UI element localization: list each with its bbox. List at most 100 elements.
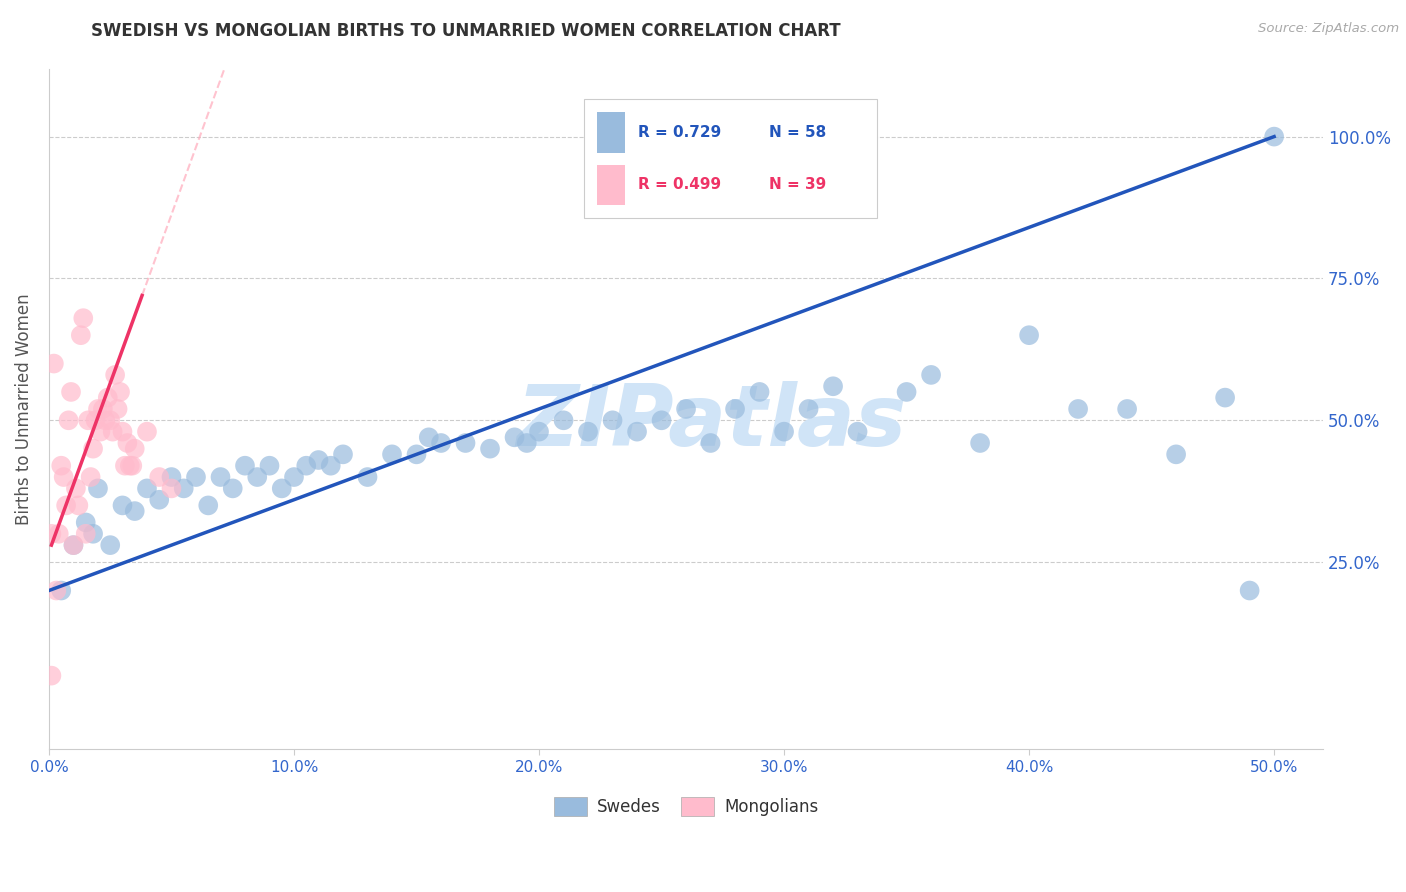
Point: [576, 425, 599, 439]
Point: [72, 311, 94, 326]
Point: [1067, 401, 1090, 416]
Text: R = 0.499: R = 0.499: [638, 178, 721, 193]
Point: [124, 504, 146, 518]
Point: [42, 357, 65, 371]
Point: [920, 368, 942, 382]
Point: [60, 384, 83, 399]
Point: [51, 583, 73, 598]
Point: [846, 425, 869, 439]
Point: [503, 430, 526, 444]
Point: [121, 458, 143, 473]
Point: [553, 413, 575, 427]
Point: [969, 436, 991, 450]
Point: [332, 447, 354, 461]
Text: Source: ZipAtlas.com: Source: ZipAtlas.com: [1258, 22, 1399, 36]
Point: [67, 499, 90, 513]
Point: [699, 436, 721, 450]
Point: [87, 482, 110, 496]
Y-axis label: Births to Unmarried Women: Births to Unmarried Women: [15, 293, 32, 524]
Point: [136, 482, 159, 496]
Point: [418, 430, 440, 444]
Point: [626, 425, 648, 439]
Point: [84, 413, 107, 427]
Point: [108, 384, 131, 399]
Point: [405, 447, 427, 461]
Point: [197, 499, 219, 513]
Point: [45, 583, 67, 598]
Point: [356, 470, 378, 484]
Point: [104, 368, 127, 382]
Point: [773, 425, 796, 439]
Point: [55, 499, 77, 513]
Point: [77, 413, 100, 427]
FancyBboxPatch shape: [598, 112, 624, 153]
FancyBboxPatch shape: [598, 164, 624, 205]
Point: [98, 413, 121, 427]
Point: [97, 391, 120, 405]
Point: [79, 470, 101, 484]
Point: [117, 436, 139, 450]
Point: [270, 482, 292, 496]
Point: [1116, 401, 1139, 416]
Point: [1213, 391, 1236, 405]
Point: [118, 458, 141, 473]
Point: [124, 442, 146, 456]
Point: [209, 470, 232, 484]
Point: [797, 401, 820, 416]
Point: [896, 384, 918, 399]
Point: [75, 516, 97, 530]
Point: [87, 401, 110, 416]
Point: [136, 425, 159, 439]
Point: [308, 453, 330, 467]
Point: [91, 401, 114, 416]
FancyBboxPatch shape: [583, 99, 877, 219]
Point: [184, 470, 207, 484]
Point: [62, 538, 84, 552]
Point: [246, 470, 269, 484]
Point: [52, 470, 75, 484]
Point: [98, 538, 121, 552]
Point: [319, 458, 342, 473]
Text: ZIPatlas: ZIPatlas: [516, 381, 907, 464]
Point: [69, 328, 91, 343]
Point: [295, 458, 318, 473]
Point: [101, 425, 124, 439]
Point: [1166, 447, 1188, 461]
Text: N = 39: N = 39: [769, 178, 827, 193]
Point: [724, 401, 747, 416]
Point: [527, 425, 550, 439]
Point: [233, 458, 256, 473]
Point: [148, 492, 170, 507]
Point: [173, 482, 195, 496]
Point: [114, 458, 136, 473]
Point: [94, 413, 117, 427]
Point: [283, 470, 305, 484]
Point: [479, 442, 502, 456]
Point: [107, 401, 129, 416]
Point: [62, 538, 84, 552]
Point: [51, 458, 73, 473]
Point: [111, 425, 134, 439]
Point: [651, 413, 673, 427]
Point: [160, 482, 183, 496]
Text: SWEDISH VS MONGOLIAN BIRTHS TO UNMARRIED WOMEN CORRELATION CHART: SWEDISH VS MONGOLIAN BIRTHS TO UNMARRIED…: [91, 22, 841, 40]
Point: [823, 379, 845, 393]
Point: [82, 442, 104, 456]
Point: [148, 470, 170, 484]
Point: [675, 401, 697, 416]
Point: [65, 482, 87, 496]
Point: [89, 425, 111, 439]
Point: [1018, 328, 1040, 343]
Legend: Swedes, Mongolians: Swedes, Mongolians: [547, 791, 825, 822]
Point: [748, 384, 770, 399]
Text: N = 58: N = 58: [769, 125, 827, 140]
Point: [1263, 129, 1285, 144]
Point: [430, 436, 453, 450]
Point: [41, 526, 63, 541]
Point: [381, 447, 404, 461]
Point: [82, 526, 104, 541]
Point: [259, 458, 281, 473]
Point: [58, 413, 80, 427]
Point: [75, 526, 97, 541]
Text: R = 0.729: R = 0.729: [638, 125, 721, 140]
